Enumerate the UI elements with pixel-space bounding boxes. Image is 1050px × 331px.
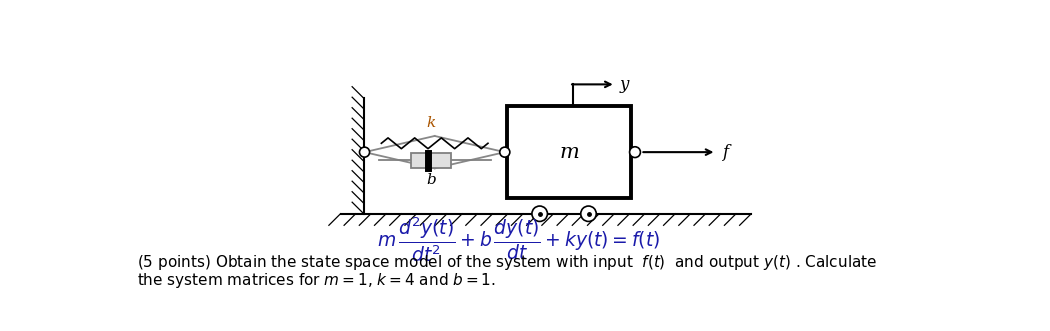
Circle shape	[630, 147, 640, 158]
Text: b: b	[426, 172, 436, 187]
Text: (5 points) Obtain the state space model of the system with input  $f(t)$  and ou: (5 points) Obtain the state space model …	[138, 253, 878, 272]
Circle shape	[359, 147, 370, 157]
Circle shape	[500, 147, 510, 157]
Bar	[507, 106, 631, 198]
Text: m: m	[560, 143, 579, 162]
Text: the system matrices for $m = 1$, $k = 4$ and $b = 1$.: the system matrices for $m = 1$, $k = 4$…	[138, 271, 497, 290]
Circle shape	[581, 206, 596, 221]
Text: f: f	[721, 144, 728, 161]
Bar	[411, 153, 450, 168]
Text: y: y	[620, 76, 629, 93]
Text: k: k	[426, 116, 436, 130]
Circle shape	[532, 206, 547, 221]
Text: $m\,\dfrac{d^{2}y(t)}{dt^{2}}+b\,\dfrac{dy(t)}{dt}+ky(t)=f(t)$: $m\,\dfrac{d^{2}y(t)}{dt^{2}}+b\,\dfrac{…	[377, 215, 660, 263]
